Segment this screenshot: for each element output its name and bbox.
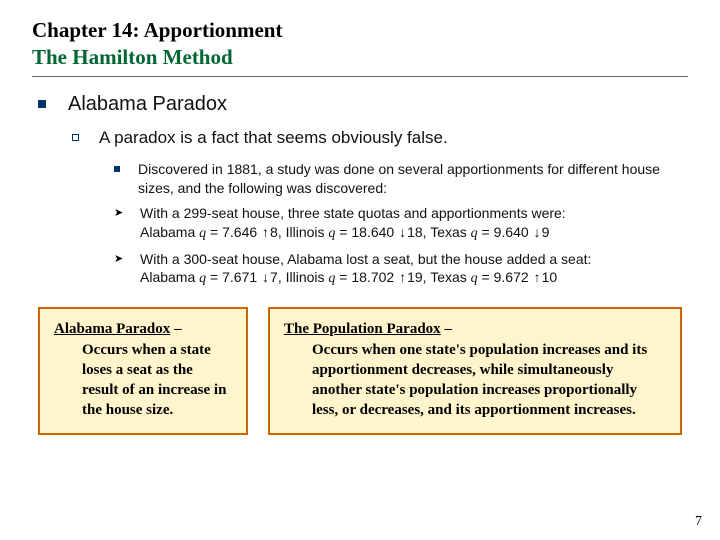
term-label: Alabama Paradox [54, 321, 170, 337]
bullet-item: Discovered in 1881, a study was done on … [114, 160, 688, 198]
population-paradox-box: The Population Paradox – Occurs when one… [268, 307, 682, 434]
alabama-paradox-box: Alabama Paradox – Occurs when a state lo… [38, 307, 248, 434]
arrow-bullet-icon: ➤ [114, 206, 122, 219]
term-definition: Occurs when one state's population incre… [284, 340, 666, 421]
bullet-item: ➤ With a 300-seat house, Alabama lost a … [114, 250, 688, 290]
bullet-text: With a 300-seat house, Alabama lost a se… [140, 250, 591, 290]
section-heading-row: Alabama Paradox [38, 93, 688, 116]
definition-boxes: Alabama Paradox – Occurs when a state lo… [38, 307, 682, 434]
chapter-title: Chapter 14: Apportionment [32, 18, 688, 43]
bullet-item: ➤ With a 299-seat house, three state quo… [114, 204, 688, 244]
subheading: A paradox is a fact that seems obviously… [99, 128, 448, 148]
bullet-text: Discovered in 1881, a study was done on … [138, 160, 688, 198]
term-label: The Population Paradox [284, 321, 441, 337]
page-number: 7 [695, 514, 702, 530]
chapter-subtitle: The Hamilton Method [32, 45, 688, 70]
title-divider [32, 76, 688, 77]
subheading-row: A paradox is a fact that seems obviously… [72, 128, 688, 148]
square-bullet-icon [38, 100, 46, 108]
section-heading: Alabama Paradox [68, 93, 227, 116]
bullet-text: With a 299-seat house, three state quota… [140, 204, 566, 244]
hollow-square-icon [72, 134, 79, 141]
square-bullet-icon [114, 166, 120, 172]
arrow-bullet-icon: ➤ [114, 252, 122, 265]
term-definition: Occurs when a state loses a seat as the … [54, 340, 232, 421]
